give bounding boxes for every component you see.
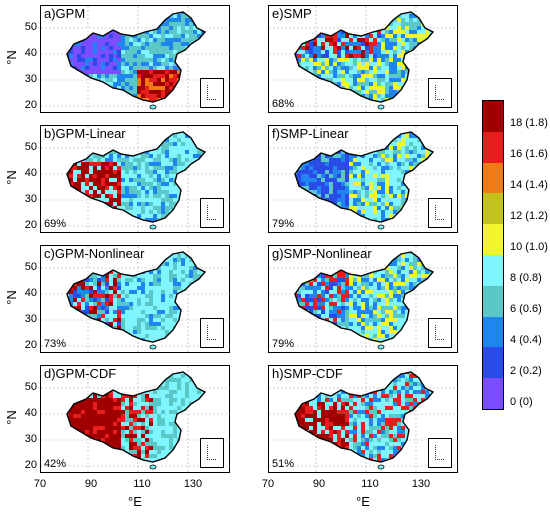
y-tick-label: 20: [17, 339, 37, 351]
hainan-island: [378, 225, 384, 229]
precipitation-field: [293, 250, 437, 346]
hainan-island: [150, 105, 156, 109]
precipitation-field: [65, 130, 209, 226]
panel-title: h)SMP-CDF: [272, 367, 343, 381]
map-panel-b: b)GPM-Linear 69%: [40, 125, 230, 233]
y-axis-label: °N: [4, 290, 19, 305]
panel-title: c)GPM-Nonlinear: [44, 247, 144, 261]
x-tick-label: 90: [304, 478, 334, 490]
y-axis-label: °N: [4, 410, 19, 425]
colorbar-segment: [483, 163, 503, 194]
panel-percentage: 69%: [44, 218, 66, 230]
y-tick-label: 20: [17, 99, 37, 111]
x-tick-label: 70: [25, 478, 55, 490]
hainan-island: [378, 465, 384, 469]
south-china-sea-inset: [428, 198, 452, 228]
map-panel-h: h)SMP-CDF 51%: [268, 365, 458, 473]
y-tick-label: 30: [17, 313, 37, 325]
map-panel-d: d)GPM-CDF 42%: [40, 365, 230, 473]
panel-title: f)SMP-Linear: [272, 127, 349, 141]
colorbar-tick-label: 18 (1.8): [510, 117, 548, 129]
precipitation-field: [65, 370, 209, 466]
hainan-island: [378, 105, 384, 109]
x-tick-label: 110: [355, 478, 385, 490]
x-tick-label: 90: [76, 478, 106, 490]
panel-title: e)SMP: [272, 7, 312, 21]
map-panel-g: g)SMP-Nonlinear 79%: [268, 245, 458, 353]
colorbar-segment: [483, 317, 503, 348]
y-tick-label: 20: [17, 219, 37, 231]
panel-percentage: 42%: [44, 458, 66, 470]
colorbar-tick-label: 2 (0.2): [510, 365, 542, 377]
y-tick-label: 50: [17, 381, 37, 393]
map-panel-f: f)SMP-Linear 79%: [268, 125, 458, 233]
colorbar-segment: [483, 347, 503, 378]
y-tick-label: 30: [17, 193, 37, 205]
panel-title: a)GPM: [44, 7, 85, 21]
precipitation-field: [293, 370, 437, 466]
colorbar-segment: [483, 255, 503, 286]
panel-percentage: 79%: [272, 338, 294, 350]
south-china-sea-inset: [200, 318, 224, 348]
colorbar-segment: [483, 101, 503, 132]
y-tick-label: 30: [17, 73, 37, 85]
map-panel-a: a)GPM: [40, 5, 230, 113]
y-axis-label: °N: [4, 170, 19, 185]
y-tick-label: 50: [17, 261, 37, 273]
south-china-sea-inset: [200, 78, 224, 108]
colorbar: [482, 100, 504, 410]
precipitation-field: [65, 250, 209, 346]
x-tick-label: 130: [178, 478, 208, 490]
hainan-island: [150, 225, 156, 229]
y-tick-label: 20: [17, 459, 37, 471]
hainan-island: [378, 345, 384, 349]
y-tick-label: 40: [17, 287, 37, 299]
hainan-island: [150, 345, 156, 349]
y-tick-label: 50: [17, 21, 37, 33]
panel-percentage: 68%: [272, 98, 294, 110]
y-tick-label: 40: [17, 47, 37, 59]
colorbar-segment: [483, 224, 503, 255]
precipitation-field: [293, 10, 437, 106]
panel-title: g)SMP-Nonlinear: [272, 247, 372, 261]
y-tick-label: 40: [17, 407, 37, 419]
panel-title: d)GPM-CDF: [44, 367, 116, 381]
map-panel-e: e)SMP 68%: [268, 5, 458, 113]
colorbar-tick-label: 10 (1.0): [510, 241, 548, 253]
x-axis-label: °E: [128, 494, 142, 509]
precipitation-field: [293, 130, 437, 226]
colorbar-tick-label: 12 (1.2): [510, 210, 548, 222]
hainan-island: [150, 465, 156, 469]
precipitation-field: [65, 10, 209, 106]
x-axis-label: °E: [356, 494, 370, 509]
x-tick-label: 130: [406, 478, 436, 490]
south-china-sea-inset: [428, 318, 452, 348]
map-panel-c: c)GPM-Nonlinear 73%: [40, 245, 230, 353]
south-china-sea-inset: [428, 78, 452, 108]
y-tick-label: 40: [17, 167, 37, 179]
panel-percentage: 73%: [44, 338, 66, 350]
y-tick-label: 30: [17, 433, 37, 445]
colorbar-tick-label: 8 (0.8): [510, 272, 542, 284]
colorbar-segment: [483, 286, 503, 317]
colorbar-tick-label: 4 (0.4): [510, 334, 542, 346]
x-tick-label: 110: [127, 478, 157, 490]
colorbar-segment: [483, 132, 503, 163]
colorbar-segment: [483, 378, 503, 409]
colorbar-segment: [483, 193, 503, 224]
colorbar-tick-label: 0 (0): [510, 396, 533, 408]
y-tick-label: 50: [17, 141, 37, 153]
panel-title: b)GPM-Linear: [44, 127, 126, 141]
south-china-sea-inset: [428, 438, 452, 468]
south-china-sea-inset: [200, 198, 224, 228]
colorbar-tick-label: 14 (1.4): [510, 179, 548, 191]
panel-percentage: 79%: [272, 218, 294, 230]
x-tick-label: 70: [253, 478, 283, 490]
y-axis-label: °N: [4, 50, 19, 65]
colorbar-tick-label: 16 (1.6): [510, 148, 548, 160]
panel-percentage: 51%: [272, 458, 294, 470]
south-china-sea-inset: [200, 438, 224, 468]
colorbar-tick-label: 6 (0.6): [510, 303, 542, 315]
